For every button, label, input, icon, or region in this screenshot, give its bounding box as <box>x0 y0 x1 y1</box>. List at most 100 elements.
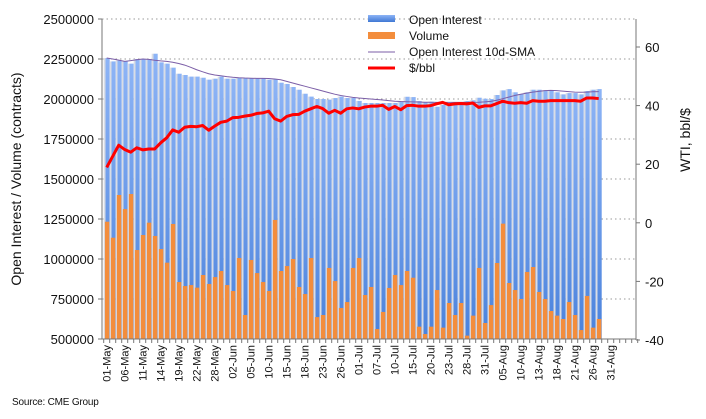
open-interest-bar-edge <box>283 83 286 340</box>
open-interest-bar-edge <box>187 76 190 339</box>
y-tick-label: 2000000 <box>43 92 94 107</box>
open-interest-bar-edge <box>223 78 226 340</box>
volume-bar <box>302 294 308 339</box>
volume-bar <box>206 283 212 339</box>
open-interest-bar-edge <box>577 94 580 339</box>
y-tick-label: 750000 <box>51 292 94 307</box>
open-interest-bar <box>429 101 434 339</box>
open-interest-bar <box>369 103 374 339</box>
open-interest-bar-edge <box>289 87 292 339</box>
open-interest-bar-edge <box>181 75 184 339</box>
open-interest-bar-edge <box>463 101 466 339</box>
x-tick-label: 18-Jun <box>300 345 312 379</box>
volume-bar <box>284 266 290 339</box>
open-interest-bar <box>333 98 338 339</box>
open-interest-bar-edge <box>565 93 568 339</box>
open-interest-bar <box>219 76 224 339</box>
open-interest-bar-edge <box>241 78 244 340</box>
open-interest-bar <box>549 90 554 340</box>
open-interest-bar <box>225 78 230 340</box>
open-interest-bar-edge <box>397 101 400 339</box>
volume-bar <box>116 195 122 339</box>
open-interest-bar-edge <box>109 61 112 340</box>
open-interest-bar-edge <box>247 78 250 340</box>
volume-bar <box>182 286 188 339</box>
x-tick-label: 23-Jun <box>318 345 330 379</box>
x-tick-label: 11-May <box>138 345 150 381</box>
open-interest-bar <box>357 100 362 339</box>
open-interest-bar-edge <box>391 103 394 339</box>
open-interest-bar-edge <box>457 103 460 339</box>
open-interest-bar <box>489 99 494 339</box>
open-interest-bar <box>531 89 536 339</box>
open-interest-bar <box>543 90 548 339</box>
open-interest-bar-edge <box>571 93 574 339</box>
open-interest-bar <box>375 103 380 339</box>
open-interest-bar <box>135 59 140 339</box>
volume-bar <box>566 302 572 339</box>
open-interest-bar <box>519 94 524 339</box>
legend-label-volume: Volume <box>409 29 449 43</box>
legend-label-open-interest: Open Interest <box>409 13 482 27</box>
open-interest-bar <box>327 99 332 339</box>
x-tick-label: 01-May <box>102 345 114 382</box>
open-interest-bar <box>261 78 266 340</box>
open-interest-bar <box>345 98 350 339</box>
legend-swatch-open-interest <box>368 15 395 22</box>
volume-bar <box>494 263 500 339</box>
volume-bar <box>374 329 380 339</box>
open-interest-bar <box>267 79 272 339</box>
open-interest-bar <box>213 78 218 340</box>
x-tick-label: 13-Aug <box>534 345 546 380</box>
open-interest-bar-edge <box>367 103 370 339</box>
axes: 500000 750000 1000000 1250000 1500000 1750000… <box>43 12 663 382</box>
open-interest-bar <box>291 87 296 339</box>
open-interest-bar <box>507 89 512 339</box>
open-interest-bar-edge <box>469 100 472 339</box>
volume-bar <box>596 319 602 339</box>
open-interest-bar <box>405 96 410 339</box>
volume-bar <box>290 259 296 339</box>
open-interest-bar-edge <box>409 97 412 339</box>
open-interest-bar-edge <box>433 106 436 340</box>
y-tick-label: 500000 <box>51 332 94 347</box>
volume-bar <box>164 262 170 339</box>
open-interest-bar-edge <box>307 96 310 339</box>
open-interest-bar <box>339 96 344 339</box>
x-tick-label: 06-May <box>120 345 132 382</box>
open-interest-bar <box>387 103 392 339</box>
open-interest-bar-edge <box>343 98 346 339</box>
x-tick-label: 01-Jul <box>354 345 366 375</box>
open-interest-bar <box>171 67 176 339</box>
volume-bar <box>428 326 434 339</box>
open-interest-bar-edge <box>517 94 520 339</box>
open-interest-bar-edge <box>163 63 166 339</box>
volume-bar <box>230 291 236 339</box>
volume-bar <box>188 285 194 339</box>
open-interest-bar <box>123 61 128 340</box>
open-interest-bar-edge <box>199 77 202 339</box>
open-interest-bar-edge <box>403 96 406 339</box>
open-interest-bar-edge <box>541 90 544 339</box>
volume-bar <box>554 315 560 339</box>
open-interest-bar <box>351 98 356 339</box>
open-interest-bar <box>471 100 476 339</box>
open-interest-bar <box>315 99 320 339</box>
volume-bar <box>536 291 542 339</box>
open-interest-bar <box>591 89 596 339</box>
volume-bar <box>410 277 416 339</box>
open-interest-bar <box>435 106 440 340</box>
x-tick-label: 05-Aug <box>498 345 510 380</box>
volume-bar <box>266 291 272 339</box>
open-interest-bar <box>597 89 602 339</box>
open-interest-bar <box>495 95 500 339</box>
volume-bar <box>146 222 152 339</box>
open-interest-bar-edge <box>205 79 208 339</box>
open-interest-bar-edge <box>301 93 304 339</box>
y-tick-label: 1250000 <box>43 212 94 227</box>
volume-bar <box>572 315 578 339</box>
volume-bar <box>176 282 182 339</box>
volume-bar <box>518 299 524 339</box>
open-interest-bar-edge <box>121 61 124 340</box>
open-interest-bar <box>207 79 212 339</box>
